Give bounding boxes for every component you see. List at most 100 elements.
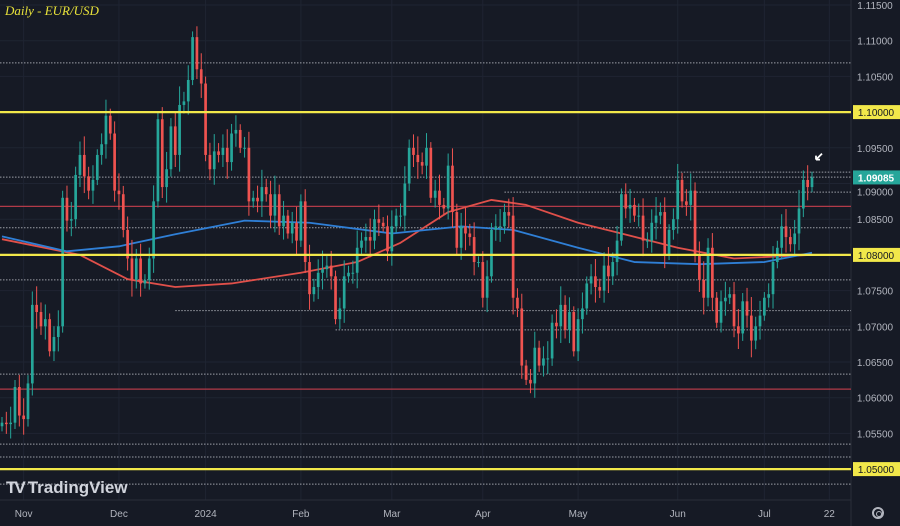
- candle: [48, 313, 51, 357]
- candle-body: [698, 254, 701, 280]
- candle: [269, 180, 272, 228]
- candle: [342, 260, 346, 323]
- candle: [165, 151, 168, 203]
- candle: [810, 171, 814, 193]
- candle: [43, 304, 47, 340]
- candle: [797, 189, 801, 251]
- candle: [260, 169, 264, 217]
- candle-body: [537, 347, 541, 366]
- candle: [264, 178, 268, 202]
- gear-icon[interactable]: [872, 507, 884, 519]
- candle: [801, 170, 805, 218]
- candle-body: [65, 197, 69, 221]
- candle: [481, 251, 485, 308]
- candle: [477, 256, 480, 268]
- candle-body: [9, 422, 13, 425]
- candle-body: [628, 204, 632, 209]
- key-level-label: 1.10000: [858, 108, 895, 119]
- candle-body: [355, 247, 359, 273]
- candle-body: [810, 177, 814, 188]
- candle-body: [225, 147, 229, 163]
- candle-body: [303, 201, 307, 263]
- candle: [13, 379, 17, 429]
- candle: [542, 346, 545, 377]
- candle-body: [399, 215, 402, 217]
- candle-body: [459, 226, 463, 248]
- y-tick-label: 1.07000: [857, 322, 894, 333]
- candle-body: [663, 212, 667, 255]
- candle: [663, 197, 667, 269]
- candle-body: [199, 69, 203, 84]
- candle-body: [533, 347, 537, 384]
- candle: [238, 124, 242, 153]
- candle-body: [750, 315, 753, 341]
- candle-body: [416, 154, 420, 163]
- candle: [30, 291, 34, 396]
- candle-body: [325, 265, 329, 270]
- candle-body: [91, 179, 95, 191]
- key-level-badge: [853, 247, 900, 262]
- candle: [394, 208, 398, 233]
- candle: [217, 143, 220, 163]
- candle: [416, 136, 420, 179]
- candle: [247, 131, 251, 216]
- candle-body: [217, 151, 220, 155]
- candle: [529, 368, 532, 394]
- candle: [334, 270, 337, 325]
- candle: [121, 185, 125, 238]
- candle-body: [178, 104, 181, 155]
- candle: [290, 211, 294, 244]
- candle: [377, 204, 381, 237]
- candle: [451, 148, 454, 228]
- candle: [204, 76, 207, 162]
- candle: [572, 306, 576, 357]
- candle: [368, 218, 372, 258]
- candle: [364, 223, 368, 253]
- candle-body: [689, 190, 693, 205]
- candle: [386, 215, 389, 262]
- candle: [61, 190, 64, 333]
- candle: [715, 292, 719, 328]
- candle-body: [503, 212, 506, 227]
- candle-body: [615, 240, 619, 263]
- x-tick-label: Jul: [758, 509, 771, 520]
- candle-body: [269, 194, 272, 216]
- candle: [624, 183, 628, 219]
- candle-body: [364, 237, 368, 241]
- candle-body: [472, 237, 476, 263]
- candle: [615, 225, 619, 276]
- candle: [702, 261, 706, 315]
- candle-body: [191, 37, 194, 80]
- tradingview-logo-icon: TV: [6, 478, 26, 497]
- candle: [104, 99, 108, 159]
- candle: [750, 297, 753, 358]
- candle-body: [550, 322, 554, 359]
- candle-body: [30, 304, 34, 384]
- candle: [243, 136, 246, 158]
- candle: [780, 214, 784, 259]
- candle-body: [39, 312, 43, 327]
- candle: [438, 174, 441, 220]
- candle-body: [390, 226, 394, 252]
- candle: [520, 293, 524, 379]
- candle-body: [403, 183, 407, 216]
- candle: [360, 232, 363, 256]
- candle-body: [598, 287, 602, 291]
- candle-body: [412, 147, 415, 155]
- candle-body: [589, 276, 593, 284]
- candle: [160, 107, 164, 198]
- candle: [676, 163, 680, 234]
- candle-body: [706, 247, 710, 298]
- candle: [178, 86, 181, 172]
- candle-body: [121, 194, 125, 230]
- candle-body: [425, 147, 428, 166]
- brand-name: TradingView: [27, 478, 128, 497]
- candle-body: [69, 219, 73, 221]
- candle: [212, 134, 216, 185]
- candle-body: [134, 258, 138, 280]
- candle: [316, 259, 320, 300]
- candle: [182, 91, 186, 114]
- candle-body: [113, 133, 116, 191]
- y-tick-label: 1.11500: [857, 1, 893, 12]
